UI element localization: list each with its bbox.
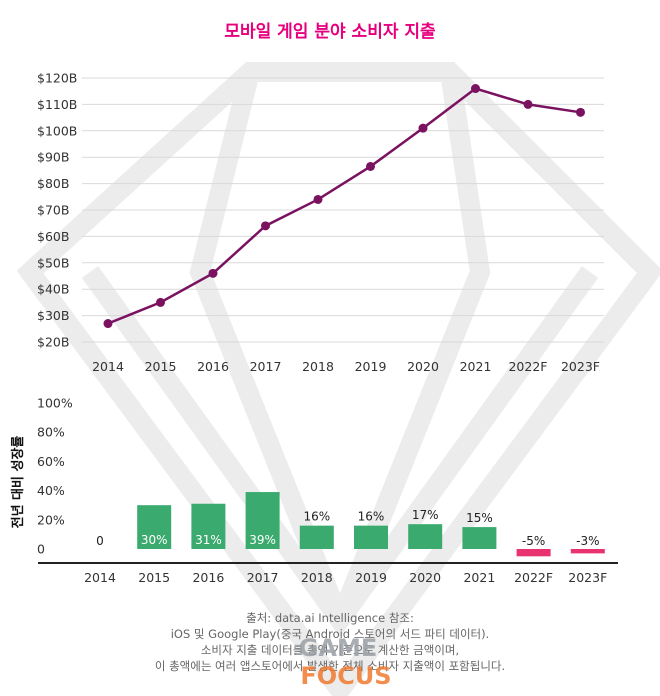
bar-data-label: 30% xyxy=(141,533,168,547)
bar-chart-data-labels: 0 30% 31% 39% 16% 16% 17% 15% -5% -3% xyxy=(96,508,599,548)
gamefocus-logo: GAME FOCUS xyxy=(299,634,392,690)
bar-x-tick-label: 2017 xyxy=(247,570,279,585)
line-y-tick-label: $60B xyxy=(37,229,69,244)
line-x-tick-label: 2023F xyxy=(561,359,600,374)
bar-y-tick-label: 0 xyxy=(37,542,45,557)
bar-data-label: -5% xyxy=(522,534,545,548)
source-line-1: 출처: data.ai Intelligence 참조: xyxy=(246,611,414,625)
line-y-tick-label: $90B xyxy=(37,150,69,165)
bar-data-label: 39% xyxy=(249,533,276,547)
line-y-tick-label: $30B xyxy=(37,308,69,323)
line-chart-x-ticks: 2014 2015 2016 2017 2018 2019 2020 2021 2022F 202… xyxy=(92,359,600,374)
source-line-4: 이 총액에는 여러 앱스토어에서 발생한 전체 소비자 지출액이 포함됩니다. xyxy=(155,659,505,673)
line-data-point xyxy=(471,84,480,94)
line-x-tick-label: 2015 xyxy=(145,359,177,374)
bar xyxy=(462,527,497,549)
bar-y-tick-label: 20% xyxy=(37,512,65,527)
line-chart-series xyxy=(103,84,585,329)
bar-data-label: 16% xyxy=(358,510,385,524)
bar xyxy=(137,505,172,549)
bar xyxy=(245,492,280,549)
bar xyxy=(516,549,551,557)
line-data-point xyxy=(156,297,165,307)
bar-chart-y-ticks: 0 20% 40% 60% 80% 100% xyxy=(37,396,73,557)
bar-data-label: 15% xyxy=(466,511,493,525)
line-y-tick-label: $110B xyxy=(37,97,77,112)
line-chart-grid xyxy=(82,77,604,343)
logo-focus-text: FOCUS xyxy=(300,662,391,690)
bar-data-label: -3% xyxy=(576,534,599,548)
chart-title: 모바일 게임 분야 소비자 지출 xyxy=(224,21,436,42)
line-x-tick-label: 2019 xyxy=(355,359,387,374)
line-data-point xyxy=(523,99,533,109)
bar-y-tick-label: 40% xyxy=(37,483,65,498)
bar-data-label: 16% xyxy=(303,510,330,524)
bar-data-label: 31% xyxy=(195,533,222,547)
line-data-point xyxy=(576,107,585,117)
line-x-tick-label: 2014 xyxy=(92,359,124,374)
line-y-tick-label: $20B xyxy=(37,335,69,350)
bar-x-tick-label: 2020 xyxy=(409,570,441,585)
bar-x-tick-label: 2016 xyxy=(192,570,224,585)
source-line-2: iOS 및 Google Play(중국 Android 스토어의 서드 파티 … xyxy=(171,627,490,641)
line-y-tick-label: $120B xyxy=(37,71,77,86)
line-data-point xyxy=(418,123,428,133)
bar-chart-x-ticks: 2014 2015 2016 2017 2018 2019 2020 2021 2022F 202… xyxy=(84,570,607,585)
bar-chart-bars xyxy=(137,492,605,557)
bar-y-tick-label: 60% xyxy=(37,454,65,469)
line-x-tick-label: 2020 xyxy=(407,359,439,374)
bar-chart-y-axis-label: 전년 대비 성장률 xyxy=(10,436,26,529)
line-x-tick-label: 2018 xyxy=(302,359,334,374)
source-line-3: 소비자 지출 데이터를 총액 기준으로 계산한 금액이며, xyxy=(201,643,459,657)
bar-x-tick-label: 2021 xyxy=(463,570,495,585)
line-data-point xyxy=(103,319,113,329)
bar xyxy=(570,549,605,554)
bar xyxy=(191,503,226,549)
source-note: 출처: data.ai Intelligence 참조: iOS 및 Googl… xyxy=(155,611,505,673)
bar-x-tick-label: 2018 xyxy=(301,570,333,585)
line-x-tick-label: 2022F xyxy=(508,359,547,374)
line-data-point xyxy=(313,194,323,204)
line-chart-y-ticks: $20B $30B $40B $50B $60B $70B $80B $90B $100B $11… xyxy=(37,71,77,350)
bar-x-tick-label: 2014 xyxy=(84,570,116,585)
line-y-tick-label: $100B xyxy=(37,123,77,138)
line-y-tick-label: $40B xyxy=(37,282,69,297)
logo-game-text: GAME xyxy=(299,634,378,662)
bar-data-label: 0 xyxy=(96,534,104,548)
line-data-point xyxy=(208,268,218,278)
bar-x-tick-label: 2022F xyxy=(514,570,553,585)
bar-x-tick-label: 2015 xyxy=(138,570,170,585)
bar xyxy=(408,524,443,549)
line-series-path xyxy=(107,87,581,325)
line-y-tick-label: $50B xyxy=(37,255,69,270)
line-x-tick-label: 2017 xyxy=(250,359,282,374)
bar-x-tick-label: 2023F xyxy=(568,570,607,585)
line-x-tick-label: 2021 xyxy=(460,359,492,374)
bar-x-tick-label: 2019 xyxy=(355,570,387,585)
line-y-tick-label: $80B xyxy=(37,176,69,191)
bar-data-label: 17% xyxy=(412,508,439,522)
line-data-point xyxy=(366,161,375,171)
bar-y-tick-label: 80% xyxy=(37,425,65,440)
bar-y-tick-label: 100% xyxy=(37,396,73,411)
bar xyxy=(354,525,388,549)
watermark-diamond-icon xyxy=(16,62,660,696)
line-y-tick-label: $70B xyxy=(37,203,69,218)
bar xyxy=(299,525,334,549)
line-x-tick-label: 2016 xyxy=(197,359,229,374)
line-data-point xyxy=(261,221,270,231)
